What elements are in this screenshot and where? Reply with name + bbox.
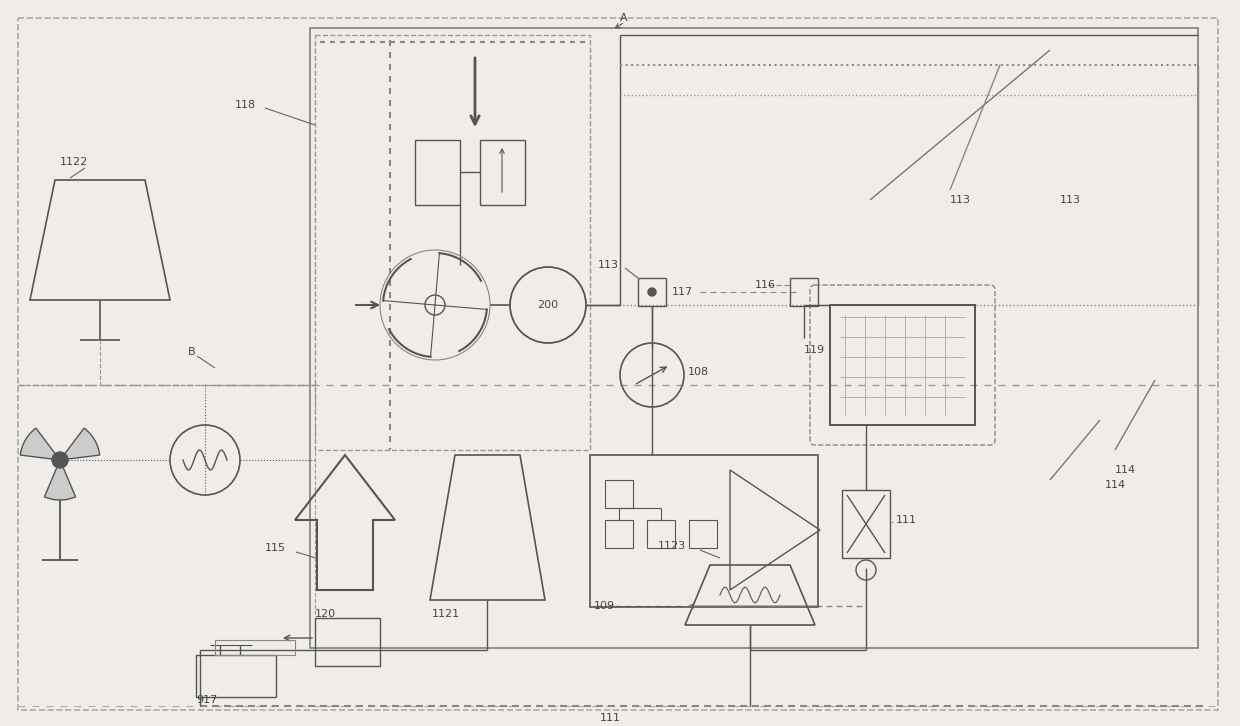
Circle shape [649, 288, 656, 296]
Bar [647, 520, 675, 548]
Text: 109: 109 [594, 601, 615, 611]
Text: 113: 113 [1060, 195, 1081, 205]
Text: B: B [188, 347, 196, 357]
Text: 200: 200 [537, 300, 558, 310]
Text: 917: 917 [196, 695, 217, 705]
Text: 119: 119 [804, 345, 825, 355]
Text: 117: 117 [672, 287, 693, 297]
Text: 111: 111 [897, 515, 918, 525]
Text: 118: 118 [236, 100, 257, 110]
Text: 116: 116 [755, 280, 776, 290]
Polygon shape [45, 460, 76, 500]
Bar [310, 28, 1198, 648]
Text: 115: 115 [265, 543, 286, 553]
Text: 1123: 1123 [658, 541, 686, 551]
Text: 114: 114 [1115, 465, 1136, 475]
Text: 113: 113 [598, 260, 619, 270]
Bar [415, 140, 460, 205]
Circle shape [510, 267, 587, 343]
Text: 114: 114 [1105, 480, 1126, 490]
Polygon shape [60, 428, 99, 460]
Bar [605, 520, 632, 548]
Bar [480, 140, 525, 205]
Text: 108: 108 [688, 367, 709, 377]
Text: 1121: 1121 [432, 609, 460, 619]
Bar [590, 455, 818, 607]
Bar [830, 305, 975, 425]
Bar [215, 640, 295, 655]
Bar [842, 490, 890, 558]
Bar [830, 305, 975, 425]
Polygon shape [20, 428, 60, 460]
Text: 113: 113 [950, 195, 971, 205]
Bar [790, 278, 818, 306]
Bar [689, 520, 717, 548]
Text: 1122: 1122 [60, 157, 88, 167]
Bar [196, 655, 277, 697]
Circle shape [52, 452, 68, 468]
Bar [639, 278, 666, 306]
Bar [605, 480, 632, 508]
Text: 111: 111 [600, 713, 621, 723]
Bar [315, 618, 379, 666]
Text: 120: 120 [315, 609, 336, 619]
Bar [315, 35, 590, 450]
Text: A: A [620, 13, 627, 23]
